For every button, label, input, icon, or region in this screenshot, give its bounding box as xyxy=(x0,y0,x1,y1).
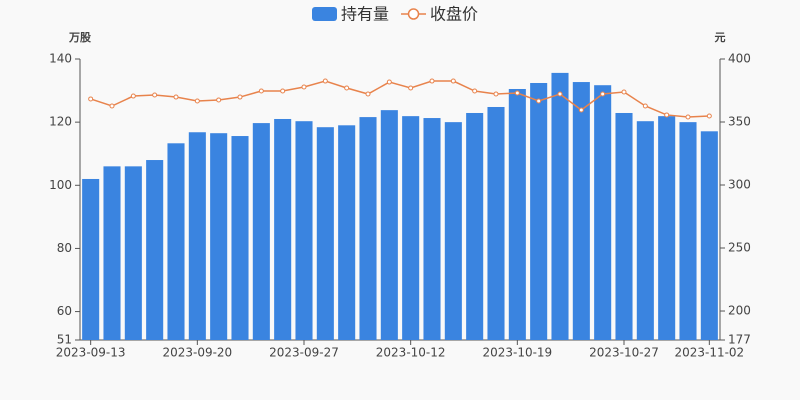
bar xyxy=(274,118,292,340)
bar xyxy=(508,88,526,340)
line-point xyxy=(408,85,414,91)
line-point xyxy=(130,93,136,99)
bar xyxy=(466,112,484,340)
bar xyxy=(338,125,356,340)
line-point xyxy=(109,103,115,109)
bar xyxy=(103,166,121,340)
x-tick-label: 2023-10-27 xyxy=(589,346,659,360)
line-point xyxy=(258,88,264,94)
bar xyxy=(700,131,718,340)
line-point xyxy=(88,96,94,102)
y-tick-label: 80 xyxy=(57,241,72,255)
line-point xyxy=(685,114,691,120)
line-point xyxy=(664,112,670,118)
line-point xyxy=(514,90,520,96)
line-point xyxy=(301,84,307,90)
line-point xyxy=(322,78,328,84)
bar xyxy=(551,72,569,340)
legend-swatch xyxy=(312,7,337,21)
y-axis-label: 万股 xyxy=(68,31,92,44)
line-point xyxy=(386,79,392,85)
bar xyxy=(188,132,206,340)
line-point xyxy=(600,91,606,97)
y2-tick-label: 300 xyxy=(728,178,751,192)
line-point xyxy=(472,88,478,94)
x-tick-label: 2023-10-19 xyxy=(482,346,552,360)
bar xyxy=(252,123,270,340)
line-point xyxy=(450,78,456,84)
bar xyxy=(487,106,505,340)
y2-axis-label: 元 xyxy=(715,31,726,44)
line-point xyxy=(216,97,222,103)
bar xyxy=(124,166,142,340)
bar xyxy=(658,116,676,341)
legend-label: 持有量 xyxy=(341,5,389,24)
y2-tick-label: 177 xyxy=(728,333,751,347)
line-point xyxy=(173,94,179,100)
line-point xyxy=(429,78,435,84)
y-tick-label: 51 xyxy=(57,333,72,347)
x-tick-label: 2023-09-13 xyxy=(56,346,126,360)
line-point xyxy=(621,89,627,95)
line-point xyxy=(237,94,243,100)
bar xyxy=(231,136,249,340)
y-tick-label: 140 xyxy=(49,52,72,66)
bar xyxy=(210,133,228,340)
bar xyxy=(444,122,462,341)
bar xyxy=(167,143,185,340)
bar xyxy=(636,121,654,340)
line-point xyxy=(365,91,371,97)
bar xyxy=(359,117,377,340)
y2-tick-label: 250 xyxy=(728,241,751,255)
bar xyxy=(82,178,100,340)
bar xyxy=(679,122,697,341)
line-point xyxy=(642,103,648,109)
bar xyxy=(615,112,633,340)
line-point xyxy=(152,92,158,98)
line-point xyxy=(706,113,712,119)
bar xyxy=(146,160,164,340)
line-point xyxy=(536,98,542,104)
y2-tick-label: 350 xyxy=(728,115,751,129)
bar xyxy=(423,118,441,341)
y-tick-label: 120 xyxy=(49,115,72,129)
bar xyxy=(380,110,398,340)
y2-tick-label: 200 xyxy=(728,304,751,318)
legend-label: 收盘价 xyxy=(430,5,478,24)
bar xyxy=(594,85,612,340)
line-point xyxy=(557,91,563,97)
bar xyxy=(402,116,420,341)
line-point xyxy=(578,107,584,113)
bar xyxy=(572,82,590,341)
bar xyxy=(530,82,548,340)
bar xyxy=(316,127,334,340)
line-point xyxy=(194,98,200,104)
x-tick-label: 2023-11-02 xyxy=(674,346,744,360)
y-tick-label: 100 xyxy=(49,178,72,192)
x-tick-label: 2023-10-12 xyxy=(376,346,446,360)
bar xyxy=(295,121,313,340)
line xyxy=(90,80,710,118)
x-tick-label: 2023-09-27 xyxy=(269,346,339,360)
y-tick-label: 60 xyxy=(57,304,72,318)
line-point xyxy=(280,88,286,94)
x-tick-label: 2023-09-20 xyxy=(162,346,232,360)
line-point xyxy=(493,91,499,97)
y2-tick-label: 400 xyxy=(728,52,751,66)
legend-swatch xyxy=(407,8,420,20)
line-point xyxy=(344,85,350,91)
